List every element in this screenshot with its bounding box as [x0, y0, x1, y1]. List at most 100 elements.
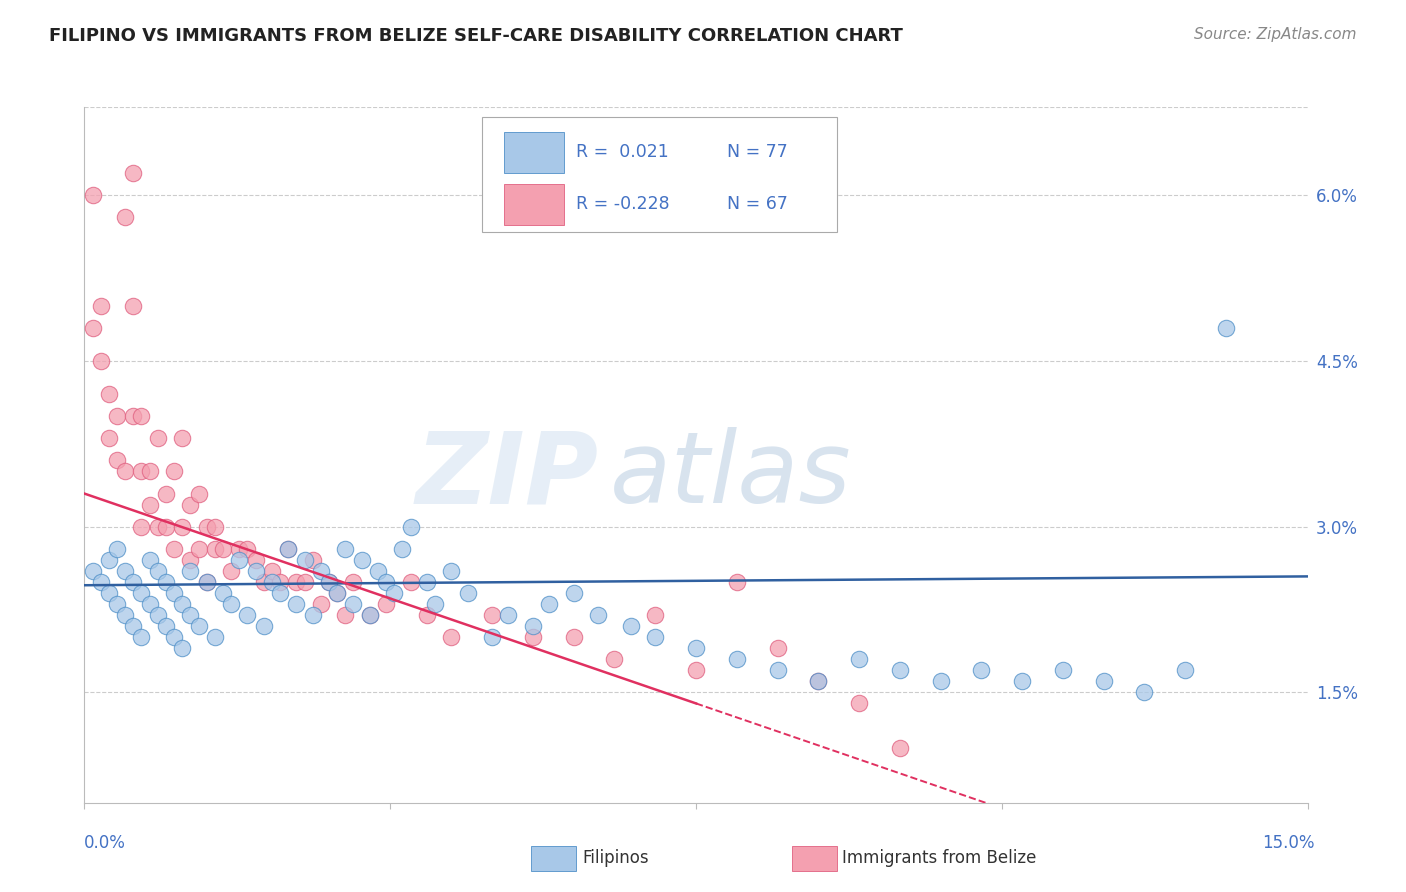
- Point: [889, 663, 911, 677]
- Point: [562, 586, 585, 600]
- Text: atlas: atlas: [610, 427, 852, 524]
- Text: 0.0%: 0.0%: [84, 834, 127, 852]
- Point: [382, 586, 405, 600]
- Point: [204, 630, 226, 644]
- Point: [620, 619, 643, 633]
- Text: Source: ZipAtlas.com: Source: ZipAtlas.com: [1194, 27, 1357, 42]
- Point: [105, 541, 128, 556]
- Point: [114, 564, 136, 578]
- Point: [172, 431, 194, 445]
- Point: [399, 574, 422, 589]
- Point: [179, 553, 201, 567]
- Point: [440, 564, 463, 578]
- Point: [522, 630, 544, 644]
- Point: [97, 553, 120, 567]
- Point: [187, 619, 209, 633]
- Point: [644, 608, 666, 623]
- Point: [269, 574, 291, 589]
- Point: [457, 586, 479, 600]
- Point: [318, 574, 340, 589]
- Point: [163, 586, 186, 600]
- Point: [970, 663, 993, 677]
- Point: [285, 574, 308, 589]
- Point: [326, 586, 349, 600]
- Point: [236, 541, 259, 556]
- Point: [155, 619, 177, 633]
- Point: [318, 574, 340, 589]
- Point: [350, 553, 373, 567]
- Point: [335, 541, 357, 556]
- Point: [644, 630, 666, 644]
- Point: [82, 321, 104, 335]
- Point: [212, 586, 235, 600]
- FancyBboxPatch shape: [503, 184, 564, 225]
- Point: [172, 597, 194, 611]
- Point: [416, 574, 439, 589]
- Point: [342, 574, 364, 589]
- Point: [929, 674, 952, 689]
- Point: [172, 519, 194, 533]
- Text: ZIP: ZIP: [415, 427, 598, 524]
- Point: [146, 608, 169, 623]
- Point: [219, 597, 242, 611]
- Text: N = 77: N = 77: [727, 144, 787, 161]
- Text: R =  0.021: R = 0.021: [576, 144, 669, 161]
- Point: [399, 519, 422, 533]
- Point: [105, 409, 128, 424]
- Point: [423, 597, 446, 611]
- Point: [82, 188, 104, 202]
- Point: [253, 574, 276, 589]
- Text: 15.0%: 15.0%: [1263, 834, 1315, 852]
- Point: [228, 541, 250, 556]
- Point: [138, 498, 160, 512]
- Point: [440, 630, 463, 644]
- Point: [219, 564, 242, 578]
- Point: [195, 519, 218, 533]
- Point: [163, 465, 186, 479]
- FancyBboxPatch shape: [482, 118, 837, 232]
- Text: R = -0.228: R = -0.228: [576, 195, 669, 213]
- Point: [1092, 674, 1115, 689]
- Point: [195, 574, 218, 589]
- Point: [807, 674, 830, 689]
- Point: [195, 574, 218, 589]
- Point: [375, 574, 398, 589]
- Point: [122, 619, 145, 633]
- Point: [82, 564, 104, 578]
- Point: [90, 354, 112, 368]
- Point: [391, 541, 413, 556]
- Point: [97, 586, 120, 600]
- Point: [725, 574, 748, 589]
- Point: [522, 619, 544, 633]
- Point: [367, 564, 389, 578]
- Point: [122, 299, 145, 313]
- Point: [359, 608, 381, 623]
- Point: [122, 166, 145, 180]
- Point: [498, 608, 520, 623]
- Point: [131, 586, 153, 600]
- Point: [359, 608, 381, 623]
- Point: [245, 564, 267, 578]
- Point: [90, 574, 112, 589]
- Point: [163, 630, 186, 644]
- Point: [301, 553, 323, 567]
- Point: [260, 564, 283, 578]
- Point: [725, 652, 748, 666]
- Point: [269, 586, 291, 600]
- Point: [416, 608, 439, 623]
- Text: N = 67: N = 67: [727, 195, 787, 213]
- Point: [481, 608, 503, 623]
- Point: [236, 608, 259, 623]
- Text: FILIPINO VS IMMIGRANTS FROM BELIZE SELF-CARE DISABILITY CORRELATION CHART: FILIPINO VS IMMIGRANTS FROM BELIZE SELF-…: [49, 27, 903, 45]
- Point: [97, 387, 120, 401]
- Point: [114, 211, 136, 225]
- Point: [586, 608, 609, 623]
- Point: [685, 641, 707, 656]
- Point: [146, 431, 169, 445]
- Text: Immigrants from Belize: Immigrants from Belize: [842, 849, 1036, 867]
- Point: [309, 564, 332, 578]
- Point: [309, 597, 332, 611]
- Point: [294, 574, 316, 589]
- Point: [538, 597, 561, 611]
- Point: [122, 574, 145, 589]
